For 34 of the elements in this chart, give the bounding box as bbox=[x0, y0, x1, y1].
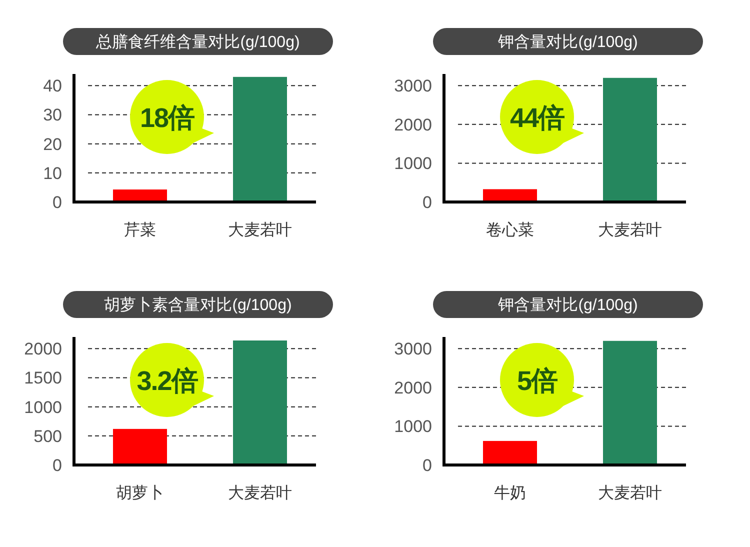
y-tick-label: 1500 bbox=[24, 368, 62, 388]
y-tick-label: 0 bbox=[52, 456, 62, 475]
chart-title: 钾含量对比(g/100g) bbox=[497, 296, 638, 314]
y-tick-label: 20 bbox=[43, 134, 62, 154]
annotation: 18倍 bbox=[140, 103, 196, 133]
x-tick-label: 卷心菜 bbox=[486, 221, 534, 239]
annotation: 5倍 bbox=[516, 366, 558, 396]
y-tick-label: 1000 bbox=[394, 154, 432, 174]
x-tick-label: 牛奶 bbox=[494, 484, 526, 502]
y-tick-label: 0 bbox=[52, 193, 62, 212]
y-tick-label: 1000 bbox=[24, 398, 62, 417]
chart-title: 总膳食纤维含量对比(g/100g) bbox=[95, 33, 300, 51]
x-tick-label: 大麦若叶 bbox=[598, 484, 662, 502]
annotation: 3.2倍 bbox=[136, 366, 198, 396]
y-tick-label: 1000 bbox=[394, 417, 432, 436]
y-tick-label: 0 bbox=[422, 456, 432, 475]
y-tick-label: 3000 bbox=[394, 340, 432, 359]
y-tick-label: 3000 bbox=[394, 76, 432, 96]
annotation: 44倍 bbox=[510, 103, 566, 133]
y-tick-label: 2000 bbox=[394, 115, 432, 134]
x-tick-label: 胡萝卜 bbox=[116, 484, 164, 502]
y-tick-label: 2000 bbox=[394, 378, 432, 398]
y-tick-label: 500 bbox=[34, 426, 62, 446]
x-tick-label: 大麦若叶 bbox=[228, 484, 292, 502]
y-tick-label: 2000 bbox=[24, 340, 62, 359]
y-tick-label: 30 bbox=[43, 106, 62, 125]
y-tick-label: 40 bbox=[43, 76, 62, 96]
chart-title: 钾含量对比(g/100g) bbox=[497, 33, 638, 51]
x-tick-label: 大麦若叶 bbox=[598, 221, 662, 239]
chart-title: 胡萝卜素含量对比(g/100g) bbox=[104, 296, 292, 314]
y-tick-label: 10 bbox=[43, 164, 62, 183]
x-tick-label: 大麦若叶 bbox=[228, 221, 292, 239]
y-tick-label: 0 bbox=[422, 193, 432, 212]
x-tick-label: 芹菜 bbox=[124, 221, 156, 239]
